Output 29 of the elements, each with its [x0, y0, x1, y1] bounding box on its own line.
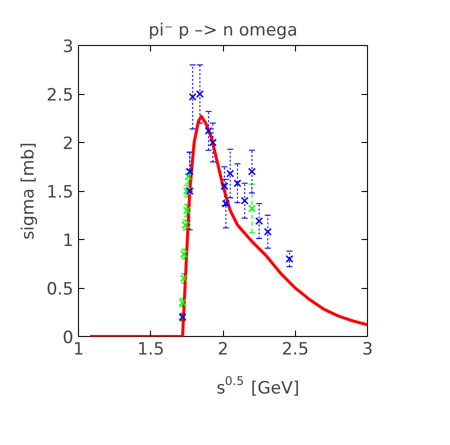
y-tick-label: 2	[62, 134, 74, 154]
x-tick-label: 3	[362, 340, 373, 360]
point	[255, 217, 264, 225]
y-tick-label: 1.5	[46, 182, 74, 202]
y-tick-label: 1	[62, 231, 74, 251]
point	[248, 168, 256, 176]
x-tick-label: 2.5	[282, 340, 309, 360]
y-tick-label: 3	[62, 37, 74, 57]
point	[222, 200, 230, 208]
point	[182, 206, 191, 214]
line-series	[88, 114, 368, 336]
point	[286, 254, 294, 263]
point	[186, 168, 194, 176]
point	[184, 172, 192, 180]
y-tick-label: 0	[62, 328, 74, 348]
point	[248, 204, 256, 212]
point	[208, 138, 217, 146]
point	[226, 170, 234, 178]
x-tick-label: 1.5	[137, 340, 164, 360]
point	[204, 126, 212, 135]
y-tick-label: 2.5	[46, 86, 74, 106]
point	[182, 187, 191, 195]
point	[264, 228, 272, 236]
y-axis-title: sigma [mb]	[18, 142, 38, 240]
chart-title: pi⁻ p –> n omega	[148, 20, 298, 40]
point	[220, 182, 228, 190]
x-tick-label: 2	[218, 340, 228, 360]
point	[186, 187, 194, 195]
y-tick-label: 0.5	[46, 280, 74, 300]
